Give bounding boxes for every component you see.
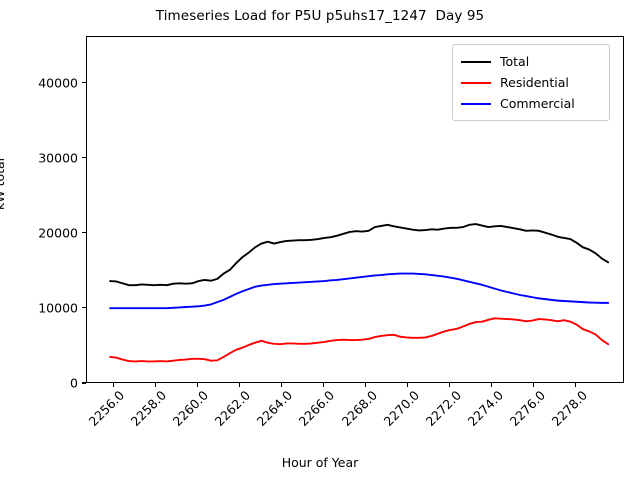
x-axis-tick-mark [575, 383, 577, 387]
x-axis-tick-mark [280, 383, 283, 387]
y-axis-tick-label: 40000 [38, 75, 78, 91]
x-axis-tick-mark [238, 383, 240, 387]
x-axis-tick-mark [491, 383, 493, 387]
y-axis-label: kW total [0, 157, 7, 210]
series-line-total [109, 223, 610, 287]
x-axis-tick-mark [112, 383, 114, 387]
legend-label: Total [500, 54, 530, 69]
y-axis-tick-mark [82, 382, 86, 384]
series-line-commercial [109, 272, 610, 310]
y-axis-tick-label: 0 [70, 375, 78, 391]
y-axis-tick-label: 30000 [38, 150, 78, 166]
x-axis-tick-mark [406, 383, 409, 387]
x-axis-tick-mark [196, 383, 198, 387]
legend-label: Residential [500, 75, 569, 90]
chart-legend: Total Residential Commercial [452, 44, 610, 121]
x-axis-tick-mark [448, 383, 451, 387]
y-axis-tick-mark [82, 232, 86, 234]
y-axis-tick-labels: 0 10000 20000 30000 40000 [0, 0, 78, 480]
legend-swatch-residential-icon [461, 81, 491, 84]
y-axis-tick-mark [82, 81, 86, 84]
y-axis-tick-label: 20000 [38, 225, 78, 241]
x-axis-tick-mark [364, 383, 367, 387]
chart-title: Timeseries Load for P5U p5uhs17_1247 Day… [155, 8, 485, 24]
legend-swatch-commercial-icon [461, 102, 491, 105]
x-axis-tick-mark [533, 383, 535, 387]
legend-item-residential[interactable]: Residential [461, 72, 601, 93]
y-axis-tick-mark [82, 157, 86, 159]
x-axis-tick-mark [154, 383, 156, 387]
legend-swatch-total-icon [461, 60, 491, 63]
y-axis-tick-label: 10000 [38, 300, 78, 316]
x-axis-label: Hour of Year [281, 455, 359, 470]
legend-item-commercial[interactable]: Commercial [461, 93, 601, 114]
legend-item-total[interactable]: Total [461, 51, 601, 72]
series-line-residential [109, 317, 610, 363]
series-lines [109, 223, 610, 363]
x-axis-tick-mark [322, 383, 325, 387]
legend-label: Commercial [500, 96, 575, 111]
y-axis-tick-mark [82, 307, 86, 309]
